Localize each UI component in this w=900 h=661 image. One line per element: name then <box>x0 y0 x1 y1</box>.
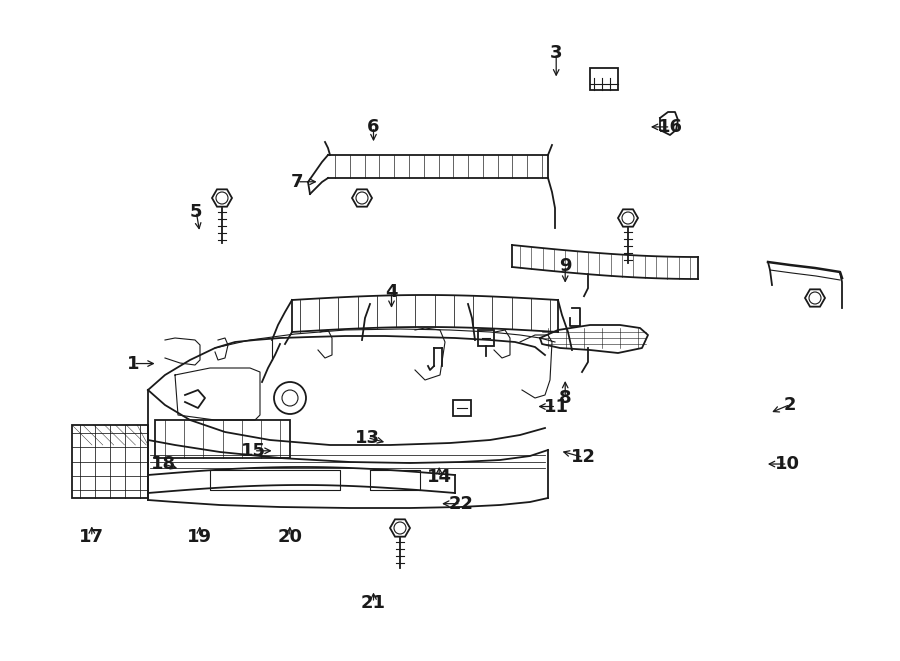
Text: 17: 17 <box>79 527 104 546</box>
Text: 15: 15 <box>241 442 266 460</box>
Text: 4: 4 <box>385 283 398 301</box>
Text: 16: 16 <box>658 118 683 136</box>
Text: 3: 3 <box>550 44 562 62</box>
Text: 12: 12 <box>571 448 596 467</box>
Text: 13: 13 <box>355 428 380 447</box>
Bar <box>478 330 494 346</box>
Bar <box>72 425 148 498</box>
Text: 5: 5 <box>190 202 203 221</box>
Bar <box>453 400 471 416</box>
Text: 10: 10 <box>775 455 800 473</box>
Text: 18: 18 <box>151 455 176 473</box>
Text: 19: 19 <box>187 527 212 546</box>
Bar <box>590 68 618 90</box>
Text: 7: 7 <box>291 173 303 191</box>
Text: 20: 20 <box>277 527 302 546</box>
Text: 21: 21 <box>361 594 386 612</box>
Text: 6: 6 <box>367 118 380 136</box>
Text: 1: 1 <box>127 354 140 373</box>
Text: 22: 22 <box>448 494 473 513</box>
Bar <box>155 420 290 458</box>
Text: 9: 9 <box>559 256 572 275</box>
Text: 2: 2 <box>784 395 796 414</box>
Text: 11: 11 <box>544 397 569 416</box>
Text: 14: 14 <box>427 468 452 486</box>
Text: 8: 8 <box>559 389 572 407</box>
